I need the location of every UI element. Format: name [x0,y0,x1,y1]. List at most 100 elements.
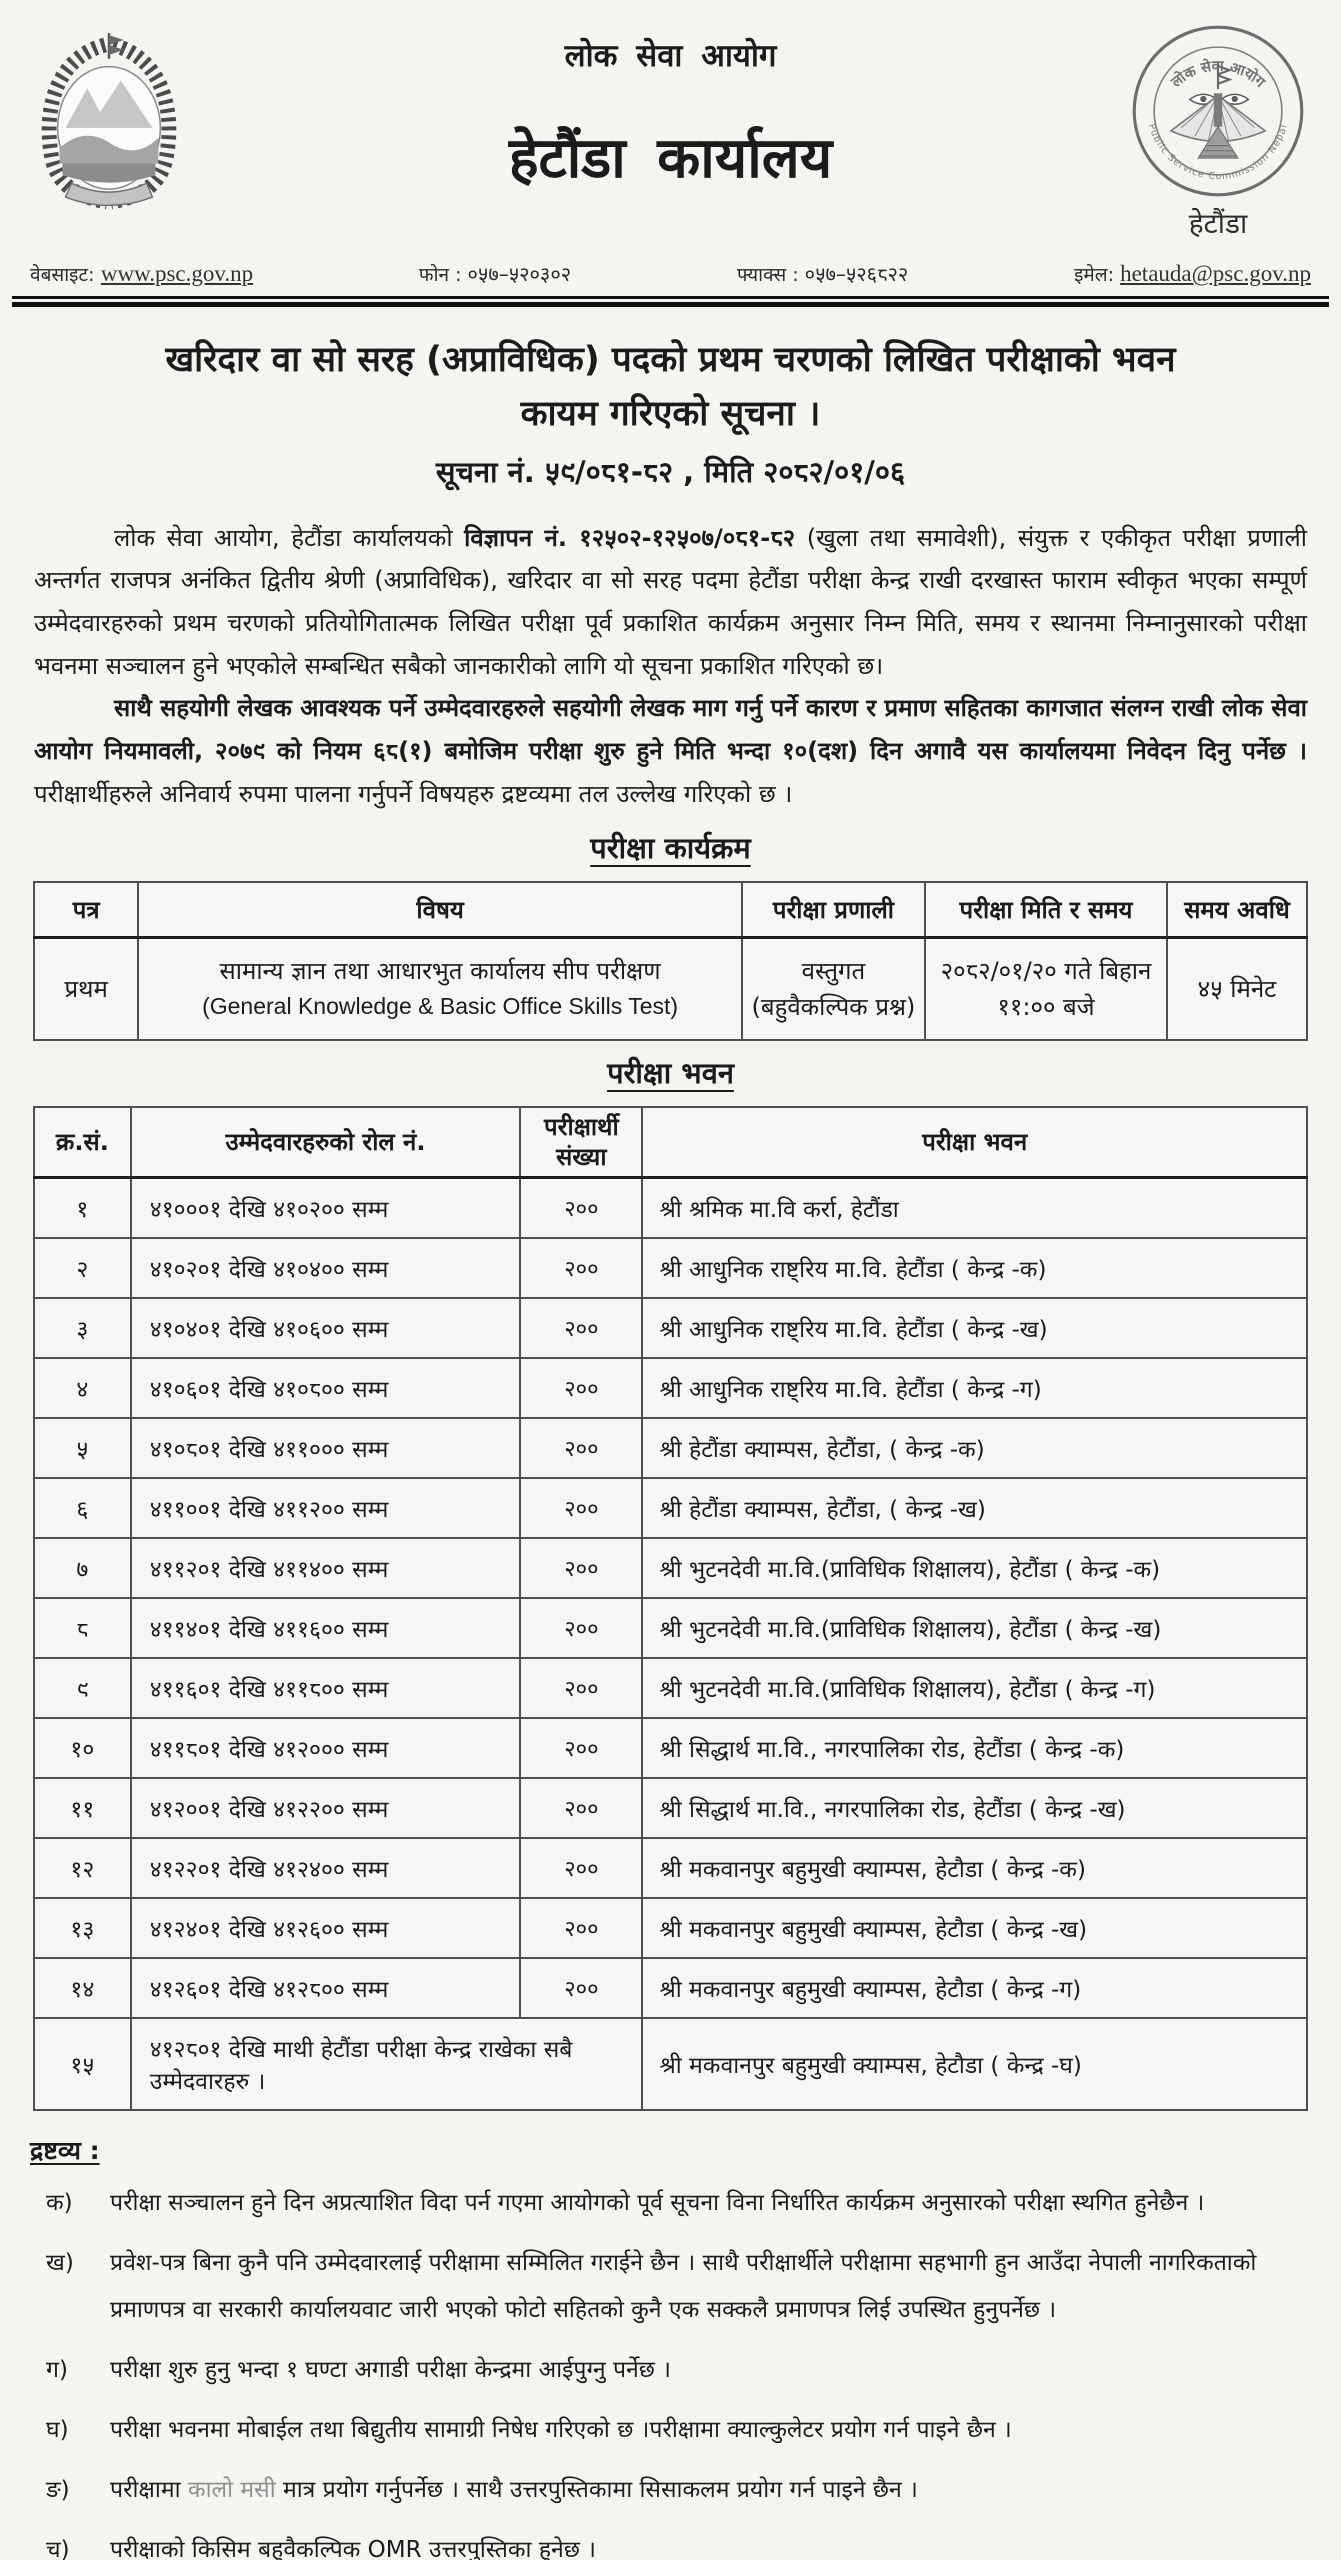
table-row: १२ ४१२२०१ देखि ४१२४०० सम्म २०० श्री मकवानपु… [33,1836,1308,1899]
sn-cell: ३ [33,1296,132,1359]
roll-cell: ४१२६०१ देखि ४१२८०० सम्म [129,1956,522,2019]
intro-text-a: लोक सेवा आयोग, हेटौंडा कार्यालयको [114,523,465,552]
table-row: ११ ४१२००१ देखि ४१२२०० सम्म २०० श्री सिद्धार… [33,1776,1308,1839]
venue-cell: श्री भुटनदेवी मा.वि.(प्राविधिक शिक्षालय)… [641,1536,1308,1599]
venue-cell: श्री हेटौंडा क्याम्पस, हेटौंडा, ( केन्द्… [641,1416,1308,1479]
list-item: क) परीक्षा सञ्चालन हुने दिन अप्रत्याशित … [30,2180,1311,2227]
system-cell: वस्तुगत (बहुवैकल्पिक प्रश्न) [740,936,927,1041]
note-label: ग) [46,2356,68,2383]
notice-title-line1: खरिदार वा सो सरह (अप्राविधिक) पदको प्रथम… [165,340,1176,380]
schedule-header-row: पत्र विषय परीक्षा प्रणाली परीक्षा मिति र… [32,880,1309,939]
note-text: परीक्षा सञ्चालन हुने दिन अप्रत्याशित विद… [110,2189,1205,2216]
note-label: क) [46,2189,73,2216]
email-link[interactable]: hetauda@psc.gov.np [1120,261,1311,286]
col-datetime: परीक्षा मिति र समय [924,880,1168,939]
venue-cell: श्री मकवानपुर बहुमुखी क्याम्पस, हेटौडा (… [641,1836,1308,1899]
roll-cell: ४१०२०१ देखि ४१०४०० सम्म [129,1236,522,1299]
sn-cell: १२ [33,1836,132,1899]
list-item: ग) परीक्षा शुरु हुनु भन्दा १ घण्टा अगाडी… [30,2347,1311,2394]
table-row: १० ४११८०१ देखि ४१२००० सम्म २०० श्री सिद्धार… [33,1716,1308,1779]
email-label: इमेल: [1074,264,1121,286]
sn-cell: १५ [33,2016,132,2111]
col-duration: समय अवधि [1165,880,1309,939]
venue-cell: श्री सिद्धार्थ मा.वि., नगरपालिका रोड, हे… [641,1716,1308,1779]
count-cell: २०० [519,1536,644,1599]
contact-website: वेबसाइट: www.psc.gov.np [30,261,253,287]
note-text: परीक्षा भवनमा मोबाईल तथा बिद्युतीय सामाग… [110,2417,1012,2444]
paper-cell: प्रथम [32,936,140,1041]
venue-cell: श्री आधुनिक राष्ट्रिय मा.वि. हेटौंडा ( क… [641,1296,1308,1359]
contact-email: इमेल: hetauda@psc.gov.np [1074,261,1311,287]
phone-label: फोन : [418,264,468,286]
letterhead-titles: लोक सेवा आयोग हेटौंडा कार्यालय [291,34,1051,194]
contact-fax: फ्याक्स : ०५७–५२६८२२ [737,260,908,287]
table-row: १ ४१०००१ देखि ४१०२०० सम्म २०० श्री श्रमिक म… [33,1176,1308,1239]
sn-cell: १ [33,1176,132,1239]
website-link[interactable]: www.psc.gov.np [100,261,254,286]
sn-cell: १३ [33,1896,132,1959]
note-text: परीक्षा शुरु हुनु भन्दा १ घण्टा अगाडी पर… [110,2356,671,2383]
notice-title: खरिदार वा सो सरह (अप्राविधिक) पदको प्रथम… [40,333,1301,442]
roll-cell: ४११४०१ देखि ४११६०० सम्म [129,1596,522,1659]
datetime-cell: २०८२/०१/२० गते बिहान ११:०० बजे [924,936,1168,1041]
sn-cell: ५ [33,1416,132,1479]
duration-cell: ४५ मिनेट [1165,936,1309,1041]
office-name: हेटौंडा कार्यालय [508,126,833,191]
sn-cell: २ [33,1236,132,1299]
venue-cell: श्री हेटौंडा क्याम्पस, हेटौंडा, ( केन्द्… [641,1476,1308,1539]
venue-cell: श्री आधुनिक राष्ट्रिय मा.वि. हेटौंडा ( क… [641,1356,1308,1419]
buildings-heading: परीक्षा भवन [607,1055,734,1090]
count-cell: २०० [519,1896,644,1959]
col-subject: विषय [137,880,743,939]
intro-paragraph: लोक सेवा आयोग, हेटौंडा कार्यालयको विज्ञा… [34,517,1307,688]
venue-cell: श्री भुटनदेवी मा.वि.(प्राविधिक शिक्षालय)… [641,1656,1308,1719]
venue-cell: श्री श्रमिक मा.वि कर्रा, हेटौंडा [641,1176,1308,1239]
table-row: २ ४१०२०१ देखि ४१०४०० सम्म २०० श्री आधुनिक र… [33,1236,1308,1299]
roll-cell: ४१२२०१ देखि ४१२४०० सम्म [129,1836,522,1899]
helper-writer-paragraph: साथै सहयोगी लेखक आवश्यक पर्ने उम्मेदवारह… [34,687,1307,815]
roll-cell: ४१०४०१ देखि ४१०६०० सम्म [129,1296,522,1359]
header-divider [12,296,1329,307]
buildings-header-row: क्र.सं. उम्मेदवारहरुको रोल नं. परीक्षार्… [33,1105,1308,1179]
col-count-line1: परीक्षार्थी [544,1112,619,1141]
intro-text-b: (खुला तथा समावेशी), संयुक्त र एकीकृत परी… [34,523,1307,680]
venue-cell: श्री मकवानपुर बहुमुखी क्याम्पस, हेटौडा (… [641,2016,1308,2111]
venue-cell: श्री मकवानपुर बहुमुखी क्याम्पस, हेटौडा (… [641,1896,1308,1959]
note-label: ख) [46,2249,74,2276]
notice-number-date: सूचना नं. ५९/०८१-८२ , मिति २०८२/०१/०६ [435,454,906,489]
notice-title-line2: कायम गरिएको सूचना । [520,394,821,435]
col-count: परीक्षार्थी संख्या [519,1105,644,1179]
nepal-emblem-icon [41,33,177,210]
count-cell: २०० [519,1776,644,1839]
count-cell: २०० [519,1296,644,1359]
sn-cell: १४ [33,1956,132,2019]
sn-cell: ९ [33,1656,132,1719]
count-cell: २०० [519,1416,644,1479]
count-cell: २०० [519,1716,644,1779]
note-text: परीक्षाको किसिम बहुवैकल्पिक OMR उत्तरपुस… [110,2537,596,2560]
count-cell: २०० [519,1836,644,1899]
roll-cell: ४११६०१ देखि ४११८०० सम्म [129,1656,522,1719]
count-cell: २०० [519,1596,644,1659]
roll-cell: ४१२००१ देखि ४१२२०० सम्म [129,1776,522,1839]
table-row: ५ ४१०८०१ देखि ४११००० सम्म २०० श्री हेटौंडा … [33,1416,1308,1479]
col-system: परीक्षा प्रणाली [740,880,927,939]
roll-cell: ४११८०१ देखि ४१२००० सम्म [129,1716,522,1779]
fax-label: फ्याक्स : [736,264,805,286]
roll-cell: ४११००१ देखि ४११२०० सम्म [129,1476,522,1539]
psc-seal: लोक सेवा आयोग Public Service Commission … [1113,22,1323,242]
contact-phone: फोन : ०५७–५२०३०२ [419,260,571,287]
helper-writer-normal-text: परीक्षार्थीहरुले अनिवार्य रुपमा पालना गर… [34,779,793,808]
roll-cell: ४१२४०१ देखि ४१२६०० सम्म [129,1896,522,1959]
table-row: ३ ४१०४०१ देखि ४१०६०० सम्म २०० श्री आधुनिक र… [33,1296,1308,1359]
list-item: ङ) परीक्षामा कालो मसी मात्र प्रयोग गर्नु… [30,2467,1311,2514]
count-cell: २०० [519,1356,644,1419]
sn-cell: ७ [33,1536,132,1599]
roll-cell: ४११२०१ देखि ४११४०० सम्म [129,1536,522,1599]
col-count-line2: संख्या [556,1142,607,1171]
roll-cell: ४१०००१ देखि ४१०२०० सम्म [129,1176,522,1239]
website-label: वेबसाइट: [30,264,95,286]
count-cell: २०० [519,1656,644,1719]
fax-number: ०५७–५२६८२२ [804,262,909,286]
note-text-b: मात्र प्रयोग गर्नुपर्नेछ । साथै उत्तरपुस… [275,2477,918,2504]
